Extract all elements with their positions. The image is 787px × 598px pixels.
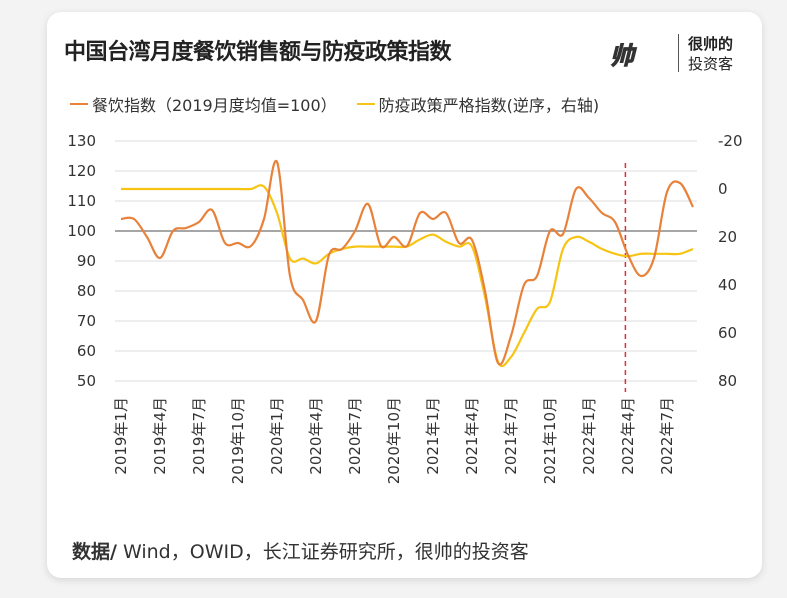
x-tick-label: 2019年7月 xyxy=(190,397,208,475)
y-left-tick-label: 120 xyxy=(67,162,96,180)
x-tick-label: 2019年10月 xyxy=(229,397,247,484)
x-tick-label: 2021年4月 xyxy=(463,397,481,475)
y-left-tick-label: 70 xyxy=(77,312,96,330)
y-right-tick-label: 40 xyxy=(718,276,737,294)
legend-swatch-restaurant xyxy=(70,103,88,105)
x-tick-label: 2021年10月 xyxy=(541,397,559,484)
legend-label: 餐饮指数（2019月度均值=100） xyxy=(92,96,337,115)
chart-legend: 餐饮指数（2019月度均值=100） 防疫政策严格指数(逆序，右轴) xyxy=(70,92,599,116)
legend-item-policy: 防疫政策严格指数(逆序，右轴) xyxy=(356,92,600,116)
x-tick-label: 2022年7月 xyxy=(658,397,676,475)
x-tick-label: 2020年7月 xyxy=(346,397,364,475)
data-source: 数据/ Wind，OWID，长江证券研究所，很帅的投资客 xyxy=(72,537,529,564)
source-label: 数据/ xyxy=(72,541,117,563)
logo-divider xyxy=(678,34,679,72)
x-tick-label: 2020年4月 xyxy=(307,397,325,475)
source-text: Wind，OWID，长江证券研究所，很帅的投资客 xyxy=(116,541,529,563)
logo-text-line2: 投资客 xyxy=(688,55,734,73)
y-right-tick-label: -20 xyxy=(718,132,743,150)
legend-swatch-policy xyxy=(356,103,375,105)
x-tick-label: 2021年7月 xyxy=(502,397,520,475)
y-left-tick-label: 80 xyxy=(77,282,96,300)
y-right-tick-label: 80 xyxy=(718,372,737,390)
logo-text-line1: 很帅的 xyxy=(688,35,734,53)
x-tick-label: 2019年1月 xyxy=(112,397,130,475)
x-tick-label: 2020年10月 xyxy=(385,397,403,484)
x-tick-label: 2019年4月 xyxy=(151,397,169,475)
x-tick-label: 2022年4月 xyxy=(619,397,637,475)
y-left-tick-label: 50 xyxy=(77,372,96,390)
x-tick-label: 2021年1月 xyxy=(424,397,442,475)
logo-mark-icon: 帅 xyxy=(610,42,635,71)
legend-item-restaurant: 餐饮指数（2019月度均值=100） xyxy=(70,92,337,116)
y-left-tick-label: 100 xyxy=(67,222,96,240)
y-right-tick-label: 20 xyxy=(718,228,737,246)
series-line-restaurant-index xyxy=(120,159,694,366)
y-right-tick-label: 0 xyxy=(718,180,728,198)
y-left-tick-label: 110 xyxy=(67,192,96,210)
x-tick-label: 2022年1月 xyxy=(580,397,598,475)
brand-logo: 帅 很帅的 投资客 xyxy=(610,30,760,74)
y-right-tick-label: 60 xyxy=(718,324,737,342)
x-tick-label: 2020年1月 xyxy=(268,397,286,475)
y-left-tick-label: 130 xyxy=(67,132,96,150)
y-left-tick-label: 60 xyxy=(77,342,96,360)
y-left-tick-label: 90 xyxy=(77,252,96,270)
legend-label: 防疫政策严格指数(逆序，右轴) xyxy=(378,96,600,115)
chart-card xyxy=(47,12,762,578)
chart-title: 中国台湾月度餐饮销售额与防疫政策指数 xyxy=(64,40,452,65)
